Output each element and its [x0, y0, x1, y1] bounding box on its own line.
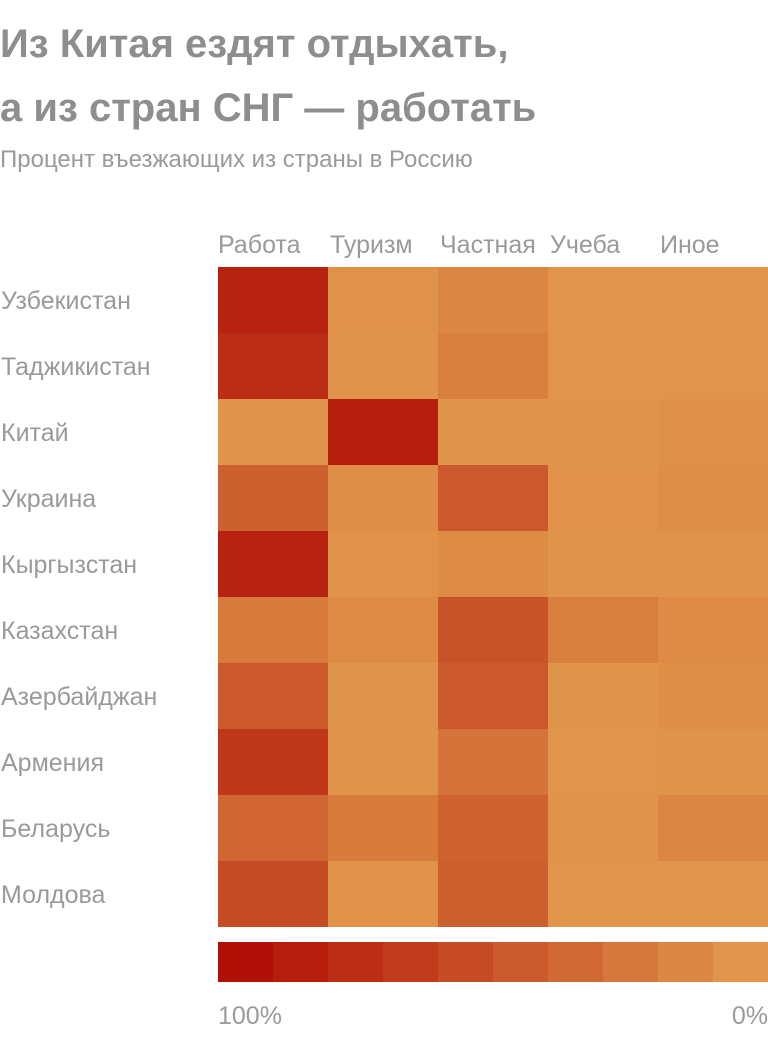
heatmap-cell: Китай — Работа: 2% [218, 399, 328, 465]
row-label: Кыргызстан [1, 551, 137, 579]
heatmap-cell: Китай — Учеба: 2% [548, 399, 658, 465]
row-label: Армения [1, 749, 104, 777]
legend-swatch [658, 942, 714, 982]
heatmap-cell: Кыргызстан — Учеба: 2% [548, 531, 658, 597]
heatmap-cell: Кыргызстан — Работа: 85% [218, 531, 328, 597]
heatmap-cell: Молдова — Туризм: 3% [328, 861, 438, 927]
heatmap-cell: Таджикистан — Иное: 1% [658, 333, 768, 399]
heatmap-cell: Беларусь — Учеба: 2% [548, 795, 658, 861]
heatmap-cell: Азербайджан — Частная: 45% [438, 663, 548, 729]
heatmap-cell: Казахстан — Учеба: 18% [548, 597, 658, 663]
row-label: Азербайджан [1, 683, 157, 711]
row-label: Беларусь [1, 815, 110, 843]
heatmap-cell: Азербайджан — Работа: 45% [218, 663, 328, 729]
heatmap-cell: Кыргызстан — Частная: 8% [438, 531, 548, 597]
heatmap-cell: Узбекистан — Учеба: 1% [548, 267, 658, 333]
heatmap-cell: Беларусь — Туризм: 20% [328, 795, 438, 861]
legend-swatch [713, 942, 768, 982]
row-label: Украина [1, 485, 96, 513]
heatmap-cell: Таджикистан — Частная: 18% [438, 333, 548, 399]
heatmap-cell: Казахстан — Туризм: 8% [328, 597, 438, 663]
row-label: Таджикистан [1, 353, 151, 381]
heatmap-cell: Китай — Частная: 2% [438, 399, 548, 465]
heatmap-cell: Китай — Иное: 4% [658, 399, 768, 465]
row-label: Узбекистан [1, 287, 131, 315]
heatmap-cell: Азербайджан — Учеба: 2% [548, 663, 658, 729]
heatmap-cell: Армения — Частная: 25% [438, 729, 548, 795]
heatmap-cell: Молдова — Иное: 1% [658, 861, 768, 927]
heatmap-cell: Армения — Туризм: 2% [328, 729, 438, 795]
heatmap-cell: Беларусь — Работа: 35% [218, 795, 328, 861]
heatmap-cell: Кыргызстан — Иное: 2% [658, 531, 768, 597]
heatmap-cell: Армения — Учеба: 1% [548, 729, 658, 795]
heatmap-cell: Украина — Туризм: 6% [328, 465, 438, 531]
column-label: Частная [440, 231, 536, 259]
legend-swatch [328, 942, 384, 982]
heatmap-cell: Узбекистан — Иное: 1% [658, 267, 768, 333]
legend-max-label: 100% [218, 1002, 282, 1030]
column-label: Учеба [550, 231, 620, 259]
column-label: Работа [218, 231, 301, 259]
heatmap-cell: Беларусь — Частная: 38% [438, 795, 548, 861]
heatmap-cell: Узбекистан — Частная: 12% [438, 267, 548, 333]
chart-title-line-2: а из стран СНГ — работать [0, 86, 537, 130]
legend-swatch [273, 942, 329, 982]
heatmap-cell: Азербайджан — Иное: 6% [658, 663, 768, 729]
heatmap-cell: Армения — Работа: 70% [218, 729, 328, 795]
heatmap-cell: Украина — Учеба: 3% [548, 465, 658, 531]
heatmap-cell: Беларусь — Иное: 12% [658, 795, 768, 861]
legend-swatch [603, 942, 659, 982]
heatmap-cell: Казахстан — Работа: 20% [218, 597, 328, 663]
legend-swatch [383, 942, 439, 982]
chart-title: Из Китая ездят отдыхать, а из стран СНГ … [0, 12, 760, 140]
heatmap-cell: Молдова — Учеба: 1% [548, 861, 658, 927]
heatmap-cell: Таджикистан — Работа: 78% [218, 333, 328, 399]
legend-swatch [218, 942, 274, 982]
heatmap-cell: Украина — Иное: 6% [658, 465, 768, 531]
legend-min-label: 0% [732, 1002, 768, 1030]
row-label: Молдова [1, 881, 106, 909]
heatmap-cell: Армения — Иное: 2% [658, 729, 768, 795]
heatmap-cell: Молдова — Частная: 40% [438, 861, 548, 927]
heatmap-cell: Узбекистан — Туризм: 3% [328, 267, 438, 333]
column-label: Иное [660, 231, 720, 259]
column-label: Туризм [330, 231, 413, 259]
legend-swatch [438, 942, 494, 982]
heatmap-cell: Молдова — Работа: 55% [218, 861, 328, 927]
row-label: Казахстан [1, 617, 118, 645]
chart-title-line-1: Из Китая ездят отдыхать, [0, 22, 509, 66]
heatmap-cell: Украина — Частная: 45% [438, 465, 548, 531]
heatmap-cell: Китай — Туризм: 90% [328, 399, 438, 465]
heatmap-cell: Узбекистан — Работа: 85% [218, 267, 328, 333]
legend-swatch [548, 942, 604, 982]
row-label: Китай [1, 419, 69, 447]
heatmap-cell: Украина — Работа: 40% [218, 465, 328, 531]
heatmap-cell: Казахстан — Иное: 8% [658, 597, 768, 663]
chart-subtitle: Процент въезжающих из страны в Россию [0, 146, 473, 173]
legend-swatch [493, 942, 549, 982]
heatmap-cell: Таджикистан — Учеба: 1% [548, 333, 658, 399]
heatmap-cell: Таджикистан — Туризм: 2% [328, 333, 438, 399]
heatmap-cell: Казахстан — Частная: 50% [438, 597, 548, 663]
heatmap-cell: Кыргызстан — Туризм: 3% [328, 531, 438, 597]
heatmap-cell: Азербайджан — Туризм: 2% [328, 663, 438, 729]
